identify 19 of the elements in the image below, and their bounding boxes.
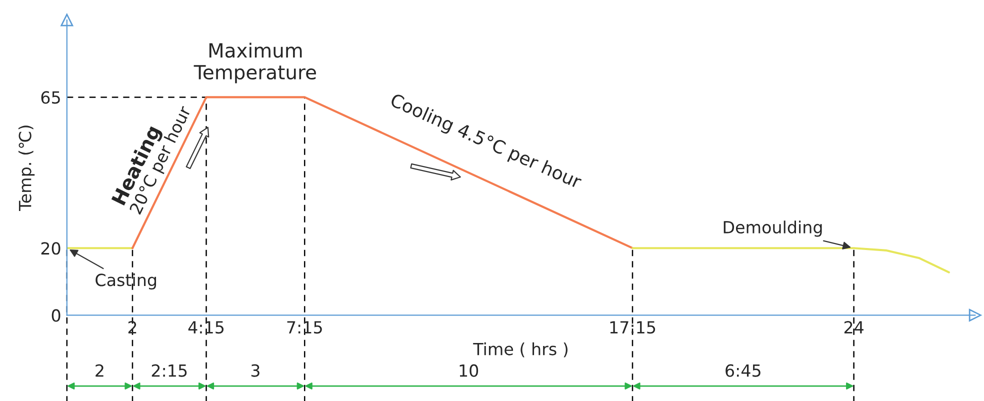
text: 6:45 bbox=[726, 364, 760, 377]
y-tick-label: 65 bbox=[41, 91, 60, 104]
text: 2 bbox=[96, 364, 104, 377]
annotation: Maximum Temperature bbox=[194, 42, 316, 84]
x-axis-title: Time ( hrs ) bbox=[473, 342, 568, 358]
x-tick-label: 2 bbox=[128, 321, 136, 334]
y-tick-label: 20 bbox=[41, 242, 60, 255]
text: 3 bbox=[251, 364, 260, 377]
x-tick-label: 24 bbox=[844, 321, 864, 334]
x-tick-label: 17:15 bbox=[610, 321, 656, 334]
x-tick-label: 7:15 bbox=[287, 321, 322, 334]
annotation: Demoulding bbox=[724, 220, 822, 237]
x-tick-label: 4:15 bbox=[188, 321, 224, 334]
text: 10 bbox=[460, 364, 478, 377]
y-axis-title: Temp. (℃) bbox=[18, 126, 35, 212]
annotation: Casting bbox=[96, 273, 156, 290]
line-series bbox=[631, 247, 950, 274]
y-tick-label: 0 bbox=[52, 309, 60, 322]
text: 2:15 bbox=[152, 364, 187, 377]
